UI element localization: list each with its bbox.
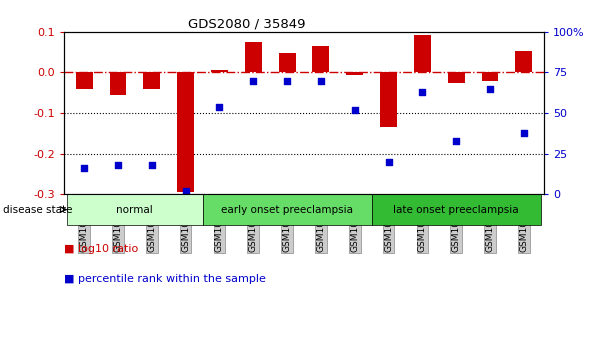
Text: ■ percentile rank within the sample: ■ percentile rank within the sample bbox=[64, 274, 266, 284]
Bar bbox=[211, 70, 228, 73]
Point bbox=[350, 107, 359, 113]
Text: normal: normal bbox=[117, 205, 153, 215]
Bar bbox=[516, 51, 533, 73]
Point bbox=[384, 159, 393, 165]
Point bbox=[79, 166, 89, 171]
Bar bbox=[482, 73, 499, 81]
Point bbox=[181, 188, 190, 194]
Bar bbox=[75, 73, 92, 89]
Point bbox=[418, 89, 427, 95]
Bar bbox=[109, 73, 126, 95]
Bar bbox=[380, 73, 397, 127]
Bar bbox=[313, 46, 330, 73]
Text: disease state: disease state bbox=[3, 205, 72, 215]
Bar bbox=[177, 73, 194, 192]
Point bbox=[113, 162, 123, 168]
Point bbox=[519, 130, 529, 136]
Point bbox=[147, 162, 157, 168]
Point bbox=[485, 86, 495, 92]
Bar bbox=[447, 73, 465, 82]
Text: early onset preeclampsia: early onset preeclampsia bbox=[221, 205, 353, 215]
Bar bbox=[245, 42, 261, 73]
Bar bbox=[143, 73, 161, 89]
Point bbox=[249, 78, 258, 84]
Point bbox=[282, 78, 292, 84]
Bar bbox=[371, 194, 541, 225]
Text: late onset preeclampsia: late onset preeclampsia bbox=[393, 205, 519, 215]
Bar bbox=[278, 53, 295, 73]
Bar bbox=[347, 73, 363, 74]
Text: ■ log10 ratio: ■ log10 ratio bbox=[64, 244, 138, 254]
Point bbox=[215, 104, 224, 109]
Point bbox=[316, 78, 326, 84]
Bar bbox=[414, 35, 431, 73]
Bar bbox=[202, 194, 371, 225]
Bar bbox=[67, 194, 202, 225]
Point bbox=[451, 138, 461, 143]
Title: GDS2080 / 35849: GDS2080 / 35849 bbox=[188, 18, 305, 31]
